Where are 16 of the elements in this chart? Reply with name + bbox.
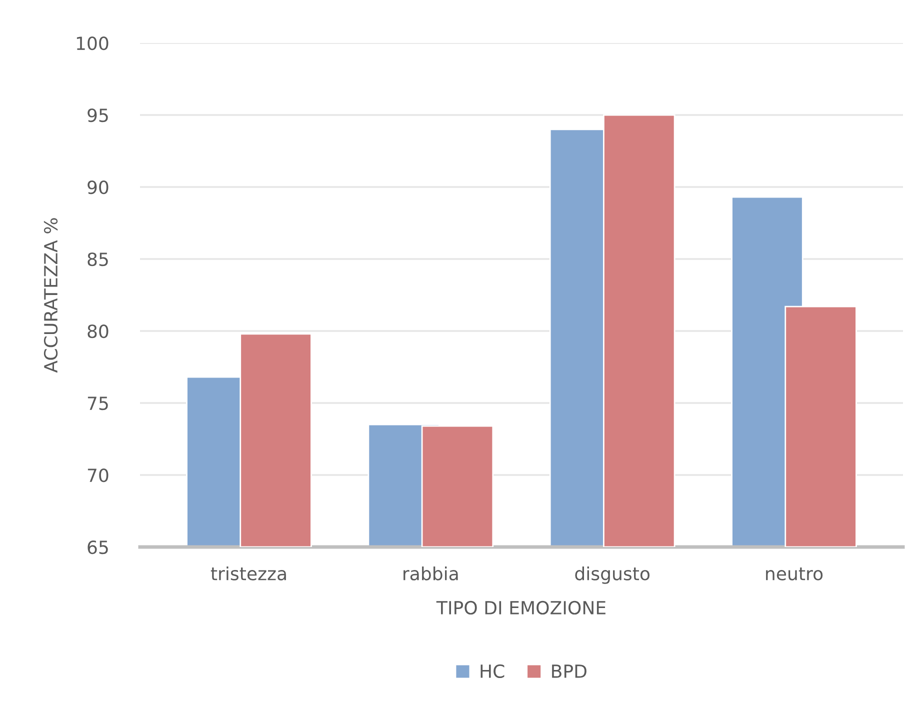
- y-tick-label: 75: [88, 396, 108, 410]
- x-axis-title: TIPO DI EMOZIONE: [436, 600, 606, 615]
- legend-label: BPD: [552, 664, 586, 678]
- x-tick-label: tristezza: [210, 566, 286, 580]
- x-tick-label: rabbia: [404, 566, 458, 580]
- x-tick-label: disgusto: [575, 566, 650, 584]
- y-tick-label: 80: [88, 324, 108, 338]
- legend-label: HC: [480, 664, 504, 678]
- x-tick-label: neutro: [766, 567, 823, 580]
- y-tick-label: 90: [88, 180, 108, 194]
- y-tick-label: 100: [76, 36, 108, 50]
- y-tick-label: 85: [88, 252, 108, 266]
- y-tick-label: 70: [88, 468, 108, 482]
- y-tick-label: 65: [88, 540, 108, 554]
- y-tick-label: 95: [88, 108, 108, 122]
- y-axis-title: ACCURATEZZA %: [44, 218, 58, 373]
